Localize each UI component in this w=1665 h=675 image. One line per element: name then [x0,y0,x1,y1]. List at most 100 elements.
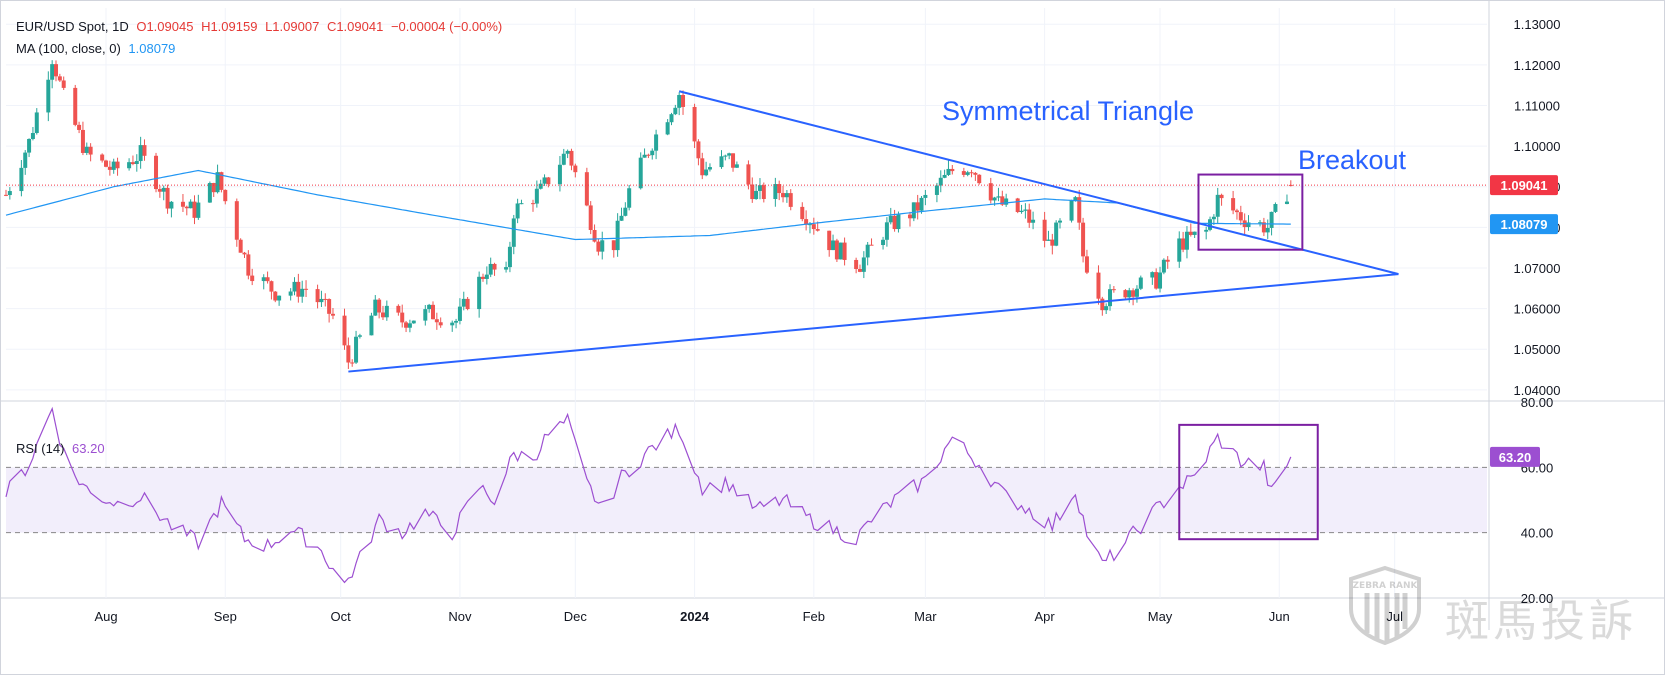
time-tick-label: Jul [1386,609,1403,624]
candle-body [1069,200,1074,221]
candle-body [1100,298,1105,311]
candle-body [154,155,159,190]
time-tick-label: Apr [1035,609,1056,624]
candle-body [350,362,355,364]
candle-body [1023,209,1028,211]
candle-body [457,306,462,321]
candle-body [196,202,201,218]
zebra-rank-logo-icon: ZEBRA RANK [1349,565,1421,645]
candle-body [669,114,674,123]
candle-body [996,196,1001,198]
candle-body [323,298,328,300]
watermark-brand: ZEBRA RANK [1353,581,1419,591]
moving-average-line [5,169,1291,241]
candle-body [561,153,566,165]
candle-body [1042,219,1047,241]
candle-body [588,205,593,230]
candle-body [1192,231,1197,235]
candle-body [811,224,816,230]
candle-body [1031,219,1036,223]
candle-body [569,150,574,166]
candle-body [396,305,401,313]
candle-body [1204,229,1209,232]
candle-body [896,214,901,230]
candle-body [857,269,862,272]
candle-body [642,154,647,158]
candle-body [265,277,270,282]
candle-body [942,174,947,178]
candle-body [892,215,897,230]
candle-body [950,168,955,172]
candle-body [619,215,624,221]
candle-body [1123,290,1128,298]
candle-body [781,193,786,198]
candle-body [250,275,255,282]
candle-body [888,215,893,223]
candle-body [704,169,709,176]
candle-body [1077,197,1082,223]
candle-body [1081,222,1086,257]
candle-body [142,145,147,156]
candle-body [384,305,389,318]
candle-body [404,322,409,328]
candle-body [611,240,616,251]
candle-body [696,141,701,159]
candle-body [377,299,382,313]
candle-body [531,203,536,205]
candle-body [1104,306,1109,311]
candle-body [650,150,655,156]
candle-body [477,276,482,310]
candle-body [761,185,766,199]
candle-body [277,295,282,301]
candle-body [800,206,805,220]
rsi-badge-bg [1490,446,1540,467]
candle-body [681,95,686,107]
candle-body [757,185,762,191]
time-tick-label: Jun [1269,609,1290,624]
price-tick-label: 1.10000 [1514,139,1561,154]
candle-body [869,244,874,246]
triangle-lower-line [348,273,1399,373]
candle-body [1284,201,1289,205]
candle-body [423,309,428,321]
candle-body [1261,222,1266,233]
low-value: L1.09007 [265,19,320,34]
rsi-badge: 63.20 [1499,450,1532,465]
candle-body [434,319,439,323]
candle-body [573,165,578,173]
candle-body [596,241,601,252]
candle-body [515,203,520,219]
candle-body [88,146,93,155]
candle-body [973,172,978,175]
candle-body [627,188,632,208]
candle-body [4,194,8,196]
candle-body [134,161,139,165]
candle-body [30,132,35,139]
candle-body [373,299,378,316]
candle-body [1134,288,1139,297]
candle-body [1234,210,1239,213]
candle-body [557,164,562,185]
candle-body [1000,196,1005,205]
candle-body [831,240,836,251]
ma-label: MA (100, close, 0) [16,41,121,56]
time-tick-label: Sep [214,609,237,624]
candle-body [988,183,993,201]
time-tick-label: Dec [564,609,588,624]
candle-body [357,335,362,337]
candle-body [1131,290,1136,297]
candle-body [342,315,347,346]
candle-body [304,288,309,290]
candle-body [727,153,732,156]
candle-body [915,202,920,211]
candle-body [296,281,301,297]
candle-body [546,177,551,185]
rsi-tick-label: 20.00 [1521,591,1554,606]
price-tick-label: 1.06000 [1514,302,1561,317]
rsi-tick-label: 40.00 [1521,526,1554,541]
change-value: −0.00004 (−0.00%) [390,19,503,34]
candle-body [1184,231,1189,250]
candle-body [292,281,297,292]
